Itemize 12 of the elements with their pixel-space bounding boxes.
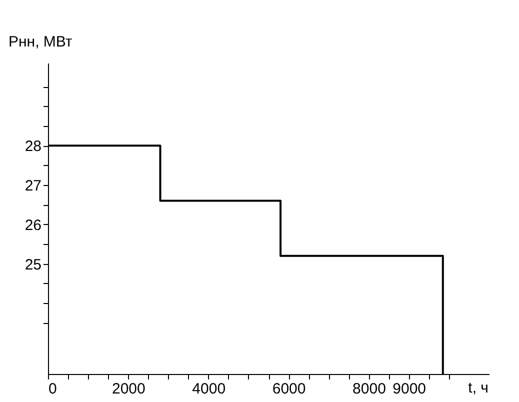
- x-axis-title: t, ч: [468, 380, 488, 396]
- x-tick-label: 8000: [352, 380, 386, 398]
- y-tick-label: 25: [24, 256, 42, 274]
- x-tick-label: 0: [48, 380, 57, 398]
- y-tick-label: 26: [24, 216, 42, 234]
- y-axis-title: Pнн, МВт: [8, 34, 72, 50]
- x-tick-label: 4000: [192, 380, 226, 398]
- y-tick-label: 27: [24, 178, 42, 195]
- x-tick-label: 2000: [112, 380, 146, 398]
- y-tick-label: 28: [24, 138, 42, 156]
- x-tick-label: 9000: [392, 380, 426, 398]
- x-tick-label: 6000: [272, 380, 306, 398]
